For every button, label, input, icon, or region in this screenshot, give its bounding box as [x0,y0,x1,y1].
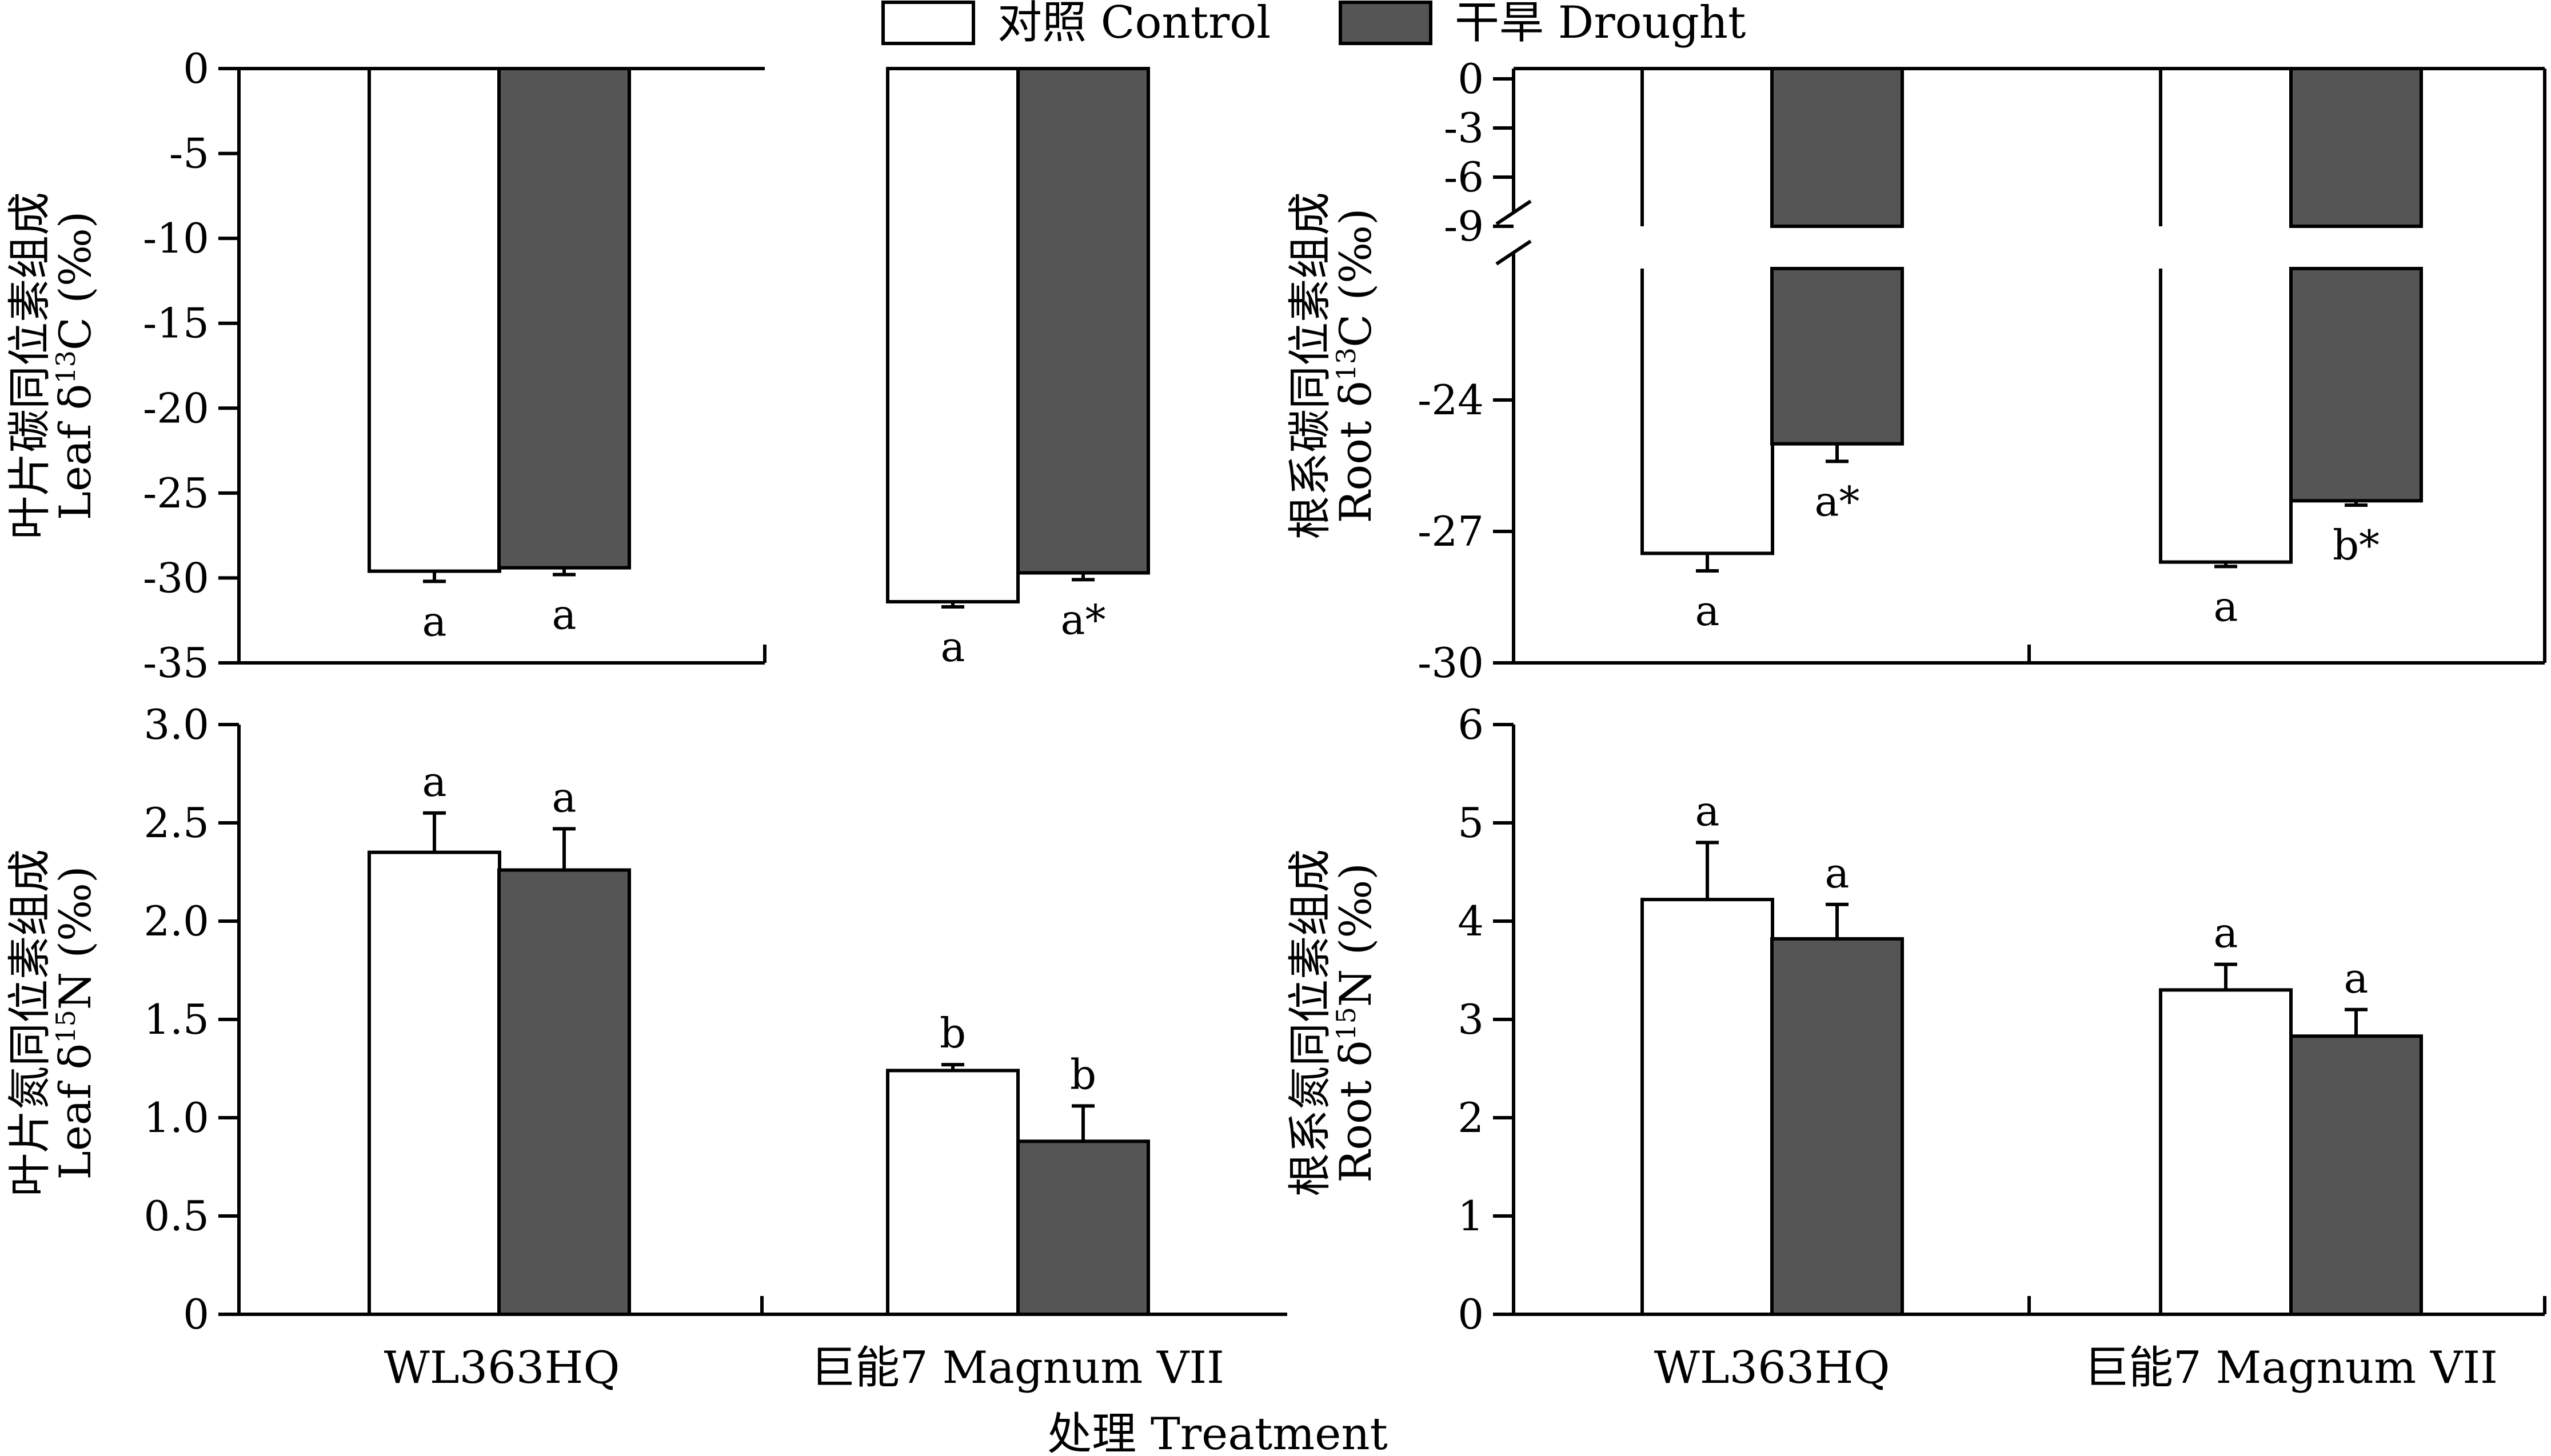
y-tick-label: 2.0 [143,897,209,945]
y-tick-label: -24 [1418,376,1484,424]
y-tick-label: 5 [1458,799,1484,847]
bar-drought [1016,1139,1150,1317]
y-tick-label: 6 [1458,701,1484,749]
y-tick-label: 0 [1458,55,1484,103]
y-tick-label: -10 [143,214,209,262]
y-tick-label: 3 [1458,995,1484,1043]
y-tick-label: 3.0 [143,701,209,749]
y-tick-label: -35 [143,639,209,687]
axis-break-mark [1495,239,1532,266]
y-tick-label: 0.5 [143,1192,209,1240]
significance-label: a [2214,909,2238,957]
y-tick-label: -27 [1418,507,1484,555]
y-tick-label: -5 [169,130,209,178]
significance-label: a [422,758,447,806]
y-axis-label-en: Leaf δ15N (‰) [50,866,101,1179]
axis-break-mark [1495,199,1532,226]
significance-label: a [552,590,577,638]
y-tick-label: 2 [1458,1094,1484,1142]
significance-label: a [2344,954,2369,1002]
significance-label: a [422,597,447,645]
y-axis-label-cn: 根系碳同位素组成 [1284,192,1335,539]
significance-label: b [940,1009,966,1057]
y-tick-label: -25 [143,469,209,517]
y-axis-label-en: Leaf δ13C (‰) [50,211,101,521]
bar-control [886,67,1020,604]
y-tick-label: -6 [1444,153,1484,201]
significance-label: a [941,623,965,671]
bar-control [1640,269,1774,555]
y-axis-label-cn: 根系氮同位素组成 [1284,849,1335,1197]
y-tick-label: 1 [1458,1192,1484,1240]
bar-drought [2289,267,2423,503]
y-axis-label-cn: 叶片氮同位素组成 [4,849,55,1197]
bar-drought [497,67,631,570]
legend-label-control: 对照 Control [997,0,1271,49]
y-tick-label: -9 [1444,202,1484,250]
bar-drought [1770,267,1904,446]
legend: 对照 Control 干旱 Drought [881,0,1746,49]
legend-swatch-control [881,1,975,45]
y-tick-label: 2.5 [143,799,209,847]
significance-label: a [2214,582,2238,630]
x-axis-label: 处理 Treatment [1047,1409,1388,1456]
category-label: WL363HQ [1654,1342,1890,1394]
y-tick-label: -30 [1418,639,1484,687]
category-label: WL363HQ [384,1342,620,1394]
bar-drought [1016,67,1150,575]
y-tick-label: 0 [183,45,209,93]
bar-control [886,1069,1020,1316]
y-axis-label-en: Root δ15N (‰) [1330,863,1381,1183]
bar-drought [1770,937,1904,1316]
category-label: 巨能7 Magnum VII [811,1342,1224,1394]
significance-label: a [552,773,577,821]
y-tick-label: 4 [1458,897,1484,945]
significance-label: a* [1061,595,1106,643]
bar-control [2159,269,2293,564]
y-axis-label-en: Root δ13C (‰) [1330,208,1381,523]
bar-drought-upper [2289,67,2423,228]
y-tick-label: -15 [143,299,209,347]
y-tick-label: 1.0 [143,1094,209,1142]
bar-drought [2289,1034,2423,1316]
y-tick-label: -30 [143,554,209,602]
bar-control [1640,898,1774,1317]
legend-label-drought: 干旱 Drought [1455,0,1746,49]
bar-control [368,67,501,573]
significance-label: b* [2333,521,2380,569]
bar-drought [497,868,631,1317]
bar-control [368,850,501,1316]
bar-control [2159,988,2293,1316]
y-tick-label: -20 [143,384,209,432]
significance-label: a [1695,587,1720,635]
y-tick-label: 0 [183,1290,209,1338]
y-tick-label: 0 [1458,1290,1484,1338]
y-tick-label: -3 [1444,104,1484,152]
bar-drought-upper [1770,67,1904,228]
significance-label: a [1695,787,1720,835]
y-tick-label: 1.5 [143,995,209,1043]
legend-swatch-drought [1339,1,1432,45]
significance-label: a [1825,849,1850,897]
y-axis-label-cn: 叶片碳同位素组成 [4,192,55,539]
category-label: 巨能7 Magnum VII [2084,1342,2498,1394]
significance-label: b [1070,1050,1096,1098]
significance-label: a* [1815,477,1860,525]
